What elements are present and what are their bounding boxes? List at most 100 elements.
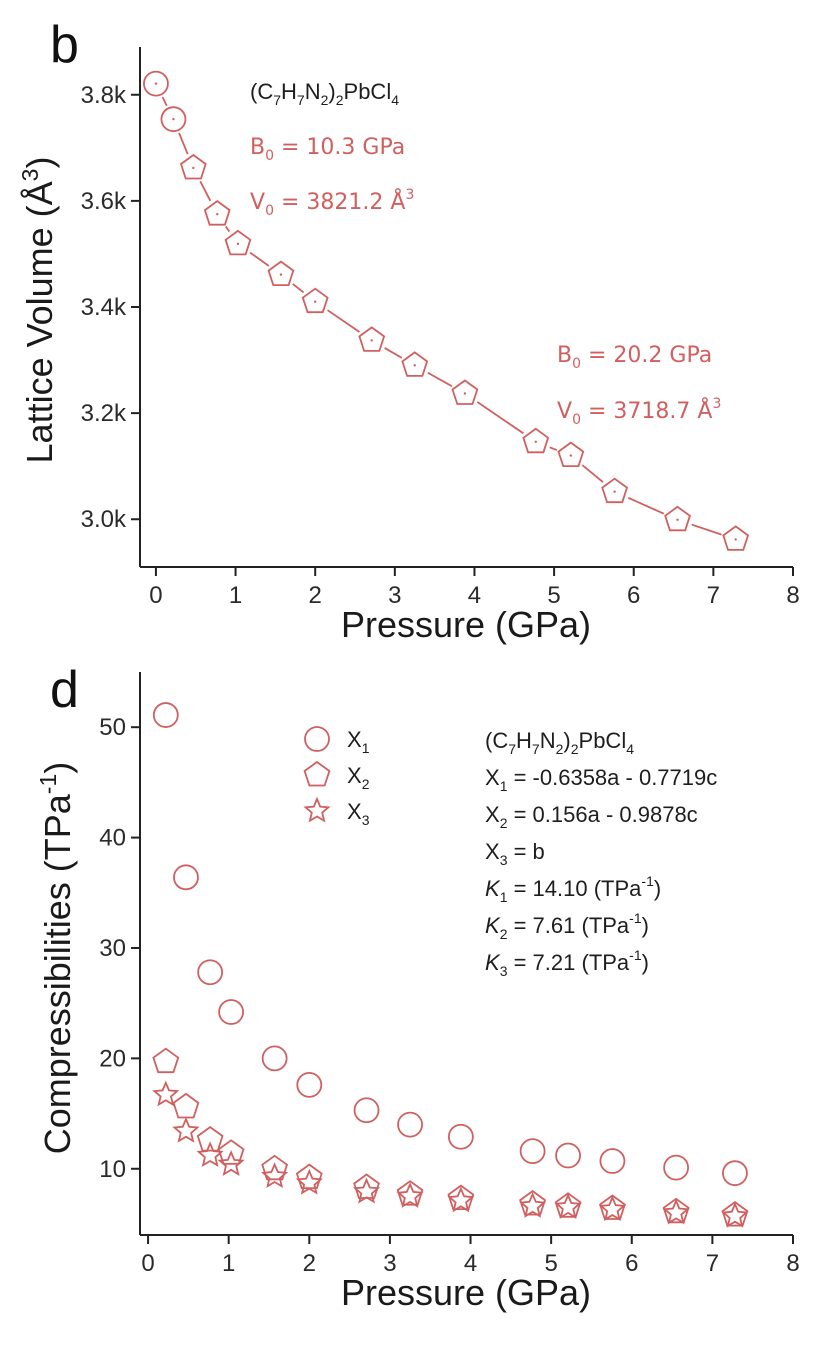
y-ticks-d: 10 20 30 40 50 xyxy=(99,714,140,1183)
point-x3 xyxy=(352,1177,381,1204)
marker-center-dot xyxy=(734,538,737,541)
d-x-tick-label: 7 xyxy=(706,1250,719,1277)
point-x2 xyxy=(721,1200,749,1227)
b-x-tick-label: 8 xyxy=(786,582,799,609)
marker-center-dot xyxy=(676,518,679,521)
point-x1 xyxy=(152,702,179,728)
compressibility-k2: K2 = 7.61 (TPa-1) xyxy=(485,910,649,942)
marker-center-dot xyxy=(313,300,317,303)
d-x-tick-label: 6 xyxy=(625,1250,638,1277)
volume-point xyxy=(358,326,386,352)
d-x-tick-label: 0 xyxy=(141,1250,154,1277)
chart-panel-d: d 0 1 2 3 4 5 6 7 8 10 20 30 40 50 Pressure (GPa) Co… xyxy=(35,661,800,1313)
marker-center-dot xyxy=(192,166,195,170)
point-x3 xyxy=(447,1186,475,1213)
volume-point xyxy=(601,477,629,504)
chart-panel-b: b 0 1 2 3 4 5 6 7 8 3.0k 3.2k 3.4k 3.6k 3.8k Pressur… xyxy=(17,16,800,645)
point-x1 xyxy=(353,1097,380,1124)
d-x-tick-label: 1 xyxy=(222,1250,235,1277)
legend-label-x3: X3 xyxy=(347,799,370,828)
point-x3 xyxy=(196,1141,224,1168)
b-x-tick-label: 2 xyxy=(309,582,322,609)
legend-marker-x3 xyxy=(303,796,331,823)
legend-label-x2: X2 xyxy=(347,763,370,792)
point-x3 xyxy=(519,1192,547,1218)
marker-center-dot xyxy=(279,273,283,276)
marker-center-dot xyxy=(613,490,616,493)
point-x2 xyxy=(519,1189,547,1216)
marker-center-dot xyxy=(236,242,240,246)
volume-point xyxy=(203,199,231,226)
point-x3 xyxy=(662,1198,690,1225)
point-x1 xyxy=(397,1111,423,1138)
point-x3 xyxy=(554,1193,582,1219)
volume-point xyxy=(224,229,252,256)
volume-point xyxy=(160,106,187,133)
marker-center-dot xyxy=(172,117,175,121)
point-x2 xyxy=(172,1092,200,1119)
point-x2 xyxy=(396,1180,424,1206)
volume-point xyxy=(522,427,550,454)
marker-center-dot xyxy=(463,392,467,395)
volume-point xyxy=(722,525,750,551)
volume-point xyxy=(557,441,585,468)
y-axis-title-d: Compressibilities (TPa-1) xyxy=(35,762,78,1155)
b-y-tick-label: 3.0k xyxy=(81,506,127,533)
x-axis-title-b: Pressure (GPa) xyxy=(341,604,591,645)
point-x3 xyxy=(295,1168,323,1195)
point-x3 xyxy=(217,1149,245,1176)
volume-fit2: V0 = 3718.7 Å3 xyxy=(557,396,721,428)
b-y-tick-label: 3.2k xyxy=(81,400,127,427)
point-x1 xyxy=(519,1138,546,1165)
point-x1 xyxy=(218,999,244,1025)
principal-axis-x1: X1 = -0.6358a - 0.7719c xyxy=(485,765,717,794)
panel-label-b: b xyxy=(50,16,79,74)
data-points-b xyxy=(140,68,751,555)
x-axis-title-d: Pressure (GPa) xyxy=(341,1272,591,1313)
legend-label-x1: X1 xyxy=(347,727,370,756)
d-x-tick-label: 2 xyxy=(303,1250,316,1277)
compressibility-k1: K1 = 14.10 (TPa-1) xyxy=(485,873,661,905)
volume-point xyxy=(301,287,329,314)
b-x-tick-label: 6 xyxy=(627,582,640,609)
point-x2 xyxy=(196,1125,224,1152)
marker-center-dot xyxy=(534,440,537,443)
marker-center-dot xyxy=(216,212,219,216)
point-x1 xyxy=(722,1160,748,1187)
d-y-tick-label: 40 xyxy=(99,825,126,852)
b-x-tick-label: 5 xyxy=(547,582,560,609)
marker-center-dot xyxy=(370,339,373,342)
legend-d: X1 X2 X3 xyxy=(303,726,370,828)
bulk-modulus-fit2: B0 = 20.2 GPa xyxy=(557,343,712,372)
point-x2 xyxy=(554,1192,582,1218)
marker-center-dot xyxy=(154,82,158,85)
d-y-tick-label: 30 xyxy=(99,935,126,962)
marker-center-dot xyxy=(569,454,573,457)
d-y-tick-label: 50 xyxy=(99,714,126,741)
volume-fit1: V0 = 3821.2 Å3 xyxy=(250,187,414,219)
d-x-tick-label: 3 xyxy=(383,1250,396,1277)
point-x3 xyxy=(598,1195,626,1222)
b-x-tick-label: 4 xyxy=(468,582,481,609)
marker-center-dot xyxy=(413,364,416,367)
point-x3 xyxy=(152,1080,180,1107)
b-y-tick-label: 3.4k xyxy=(81,294,127,321)
point-x1 xyxy=(599,1148,626,1174)
point-x2 xyxy=(295,1163,323,1189)
legend-marker-x2 xyxy=(303,760,331,787)
volume-point xyxy=(267,260,295,287)
d-y-tick-label: 20 xyxy=(99,1045,126,1072)
data-points-d xyxy=(152,702,749,1228)
point-x3 xyxy=(172,1116,200,1143)
compound-formula-d: (C7H7N2)2PbCl4 xyxy=(485,728,634,757)
principal-axis-x3: X3 = b xyxy=(485,839,545,868)
d-y-tick-label: 10 xyxy=(99,1156,126,1183)
point-x1 xyxy=(173,864,199,891)
b-y-tick-label: 3.8k xyxy=(81,82,127,109)
point-x3 xyxy=(261,1162,289,1189)
compressibility-k3: K3 = 7.21 (TPa-1) xyxy=(485,947,649,979)
point-x3 xyxy=(396,1182,424,1208)
point-x1 xyxy=(296,1071,323,1098)
panel-label-d: d xyxy=(50,661,79,719)
